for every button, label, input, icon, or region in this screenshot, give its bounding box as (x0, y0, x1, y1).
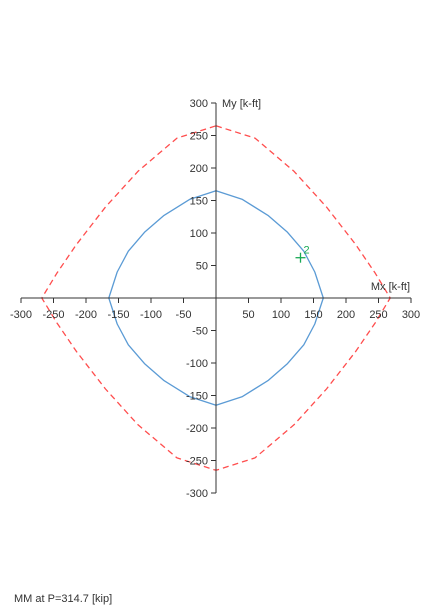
y-axis-title: My [k-ft] (222, 98, 261, 110)
x-tick-label: -100 (140, 309, 162, 321)
x-axis-title: Mx [k-ft] (371, 281, 410, 293)
x-ticks: -300 -250 -200 -150 -100 -50 50 100 150 200 250 300 (10, 298, 420, 321)
x-tick-label: -150 (107, 309, 129, 321)
x-tick-label: -300 (10, 309, 32, 321)
y-tick-label: 100 (190, 228, 208, 240)
x-tick-label: -200 (75, 309, 97, 321)
x-tick-label: 250 (369, 309, 387, 321)
y-tick-label: -150 (186, 391, 208, 403)
x-tick-label: 100 (272, 309, 290, 321)
y-tick-label: 200 (190, 163, 208, 175)
y-tick-label: 150 (190, 196, 208, 208)
x-tick-label: -250 (42, 309, 64, 321)
y-ticks: 300 250 200 150 100 50 -50 -100 -150 -200 -250 -300 (186, 98, 216, 500)
x-tick-label: 300 (402, 309, 420, 321)
y-tick-label: -200 (186, 423, 208, 435)
y-tick-label: -300 (186, 488, 208, 500)
axes-layer (21, 103, 411, 493)
y-tick-label: -250 (186, 456, 208, 468)
y-tick-label: 300 (190, 98, 208, 110)
point-marker-label: 2 (304, 245, 310, 257)
x-tick-label: 50 (242, 309, 254, 321)
markers-layer: 2 (295, 245, 310, 263)
x-tick-label: 150 (304, 309, 322, 321)
x-tick-label: -50 (176, 309, 192, 321)
y-tick-label: 50 (196, 261, 208, 273)
x-tick-label: 200 (337, 309, 355, 321)
y-tick-label: -100 (186, 358, 208, 370)
load-caption: MM at P=314.7 [kip] (14, 593, 113, 605)
y-tick-label: 250 (190, 131, 208, 143)
y-tick-label: -50 (192, 326, 208, 338)
